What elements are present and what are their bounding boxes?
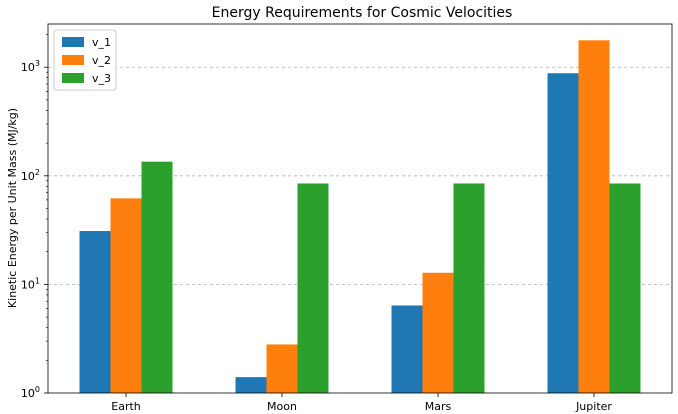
legend: v_1 v_2 v_3 (53, 29, 117, 91)
bar-v_1-moon (235, 377, 267, 393)
bar-v_3-earth (141, 161, 173, 393)
bar-v_1-earth (79, 231, 111, 393)
legend-swatch-v_3 (62, 73, 84, 83)
chart-title: Energy Requirements for Cosmic Velocitie… (212, 5, 513, 21)
bar-v_2-mars (422, 272, 454, 393)
bar-v_1-jupiter (547, 73, 579, 394)
bar-v_3-jupiter (609, 183, 641, 393)
bar-v_3-mars (453, 183, 485, 393)
y-tick-label: 102 (21, 168, 40, 183)
y-tick-label: 101 (21, 276, 40, 291)
bar-v_1-mars (391, 305, 423, 393)
y-tick-label: 103 (21, 59, 40, 74)
bar-v_3-moon (297, 183, 329, 393)
bar-v_2-jupiter (578, 40, 610, 393)
legend-label-v_2: v_2 (92, 54, 111, 67)
legend-swatch-v_1 (62, 37, 84, 47)
legend-swatch-v_2 (62, 55, 84, 65)
y-tick-label: 100 (21, 385, 40, 400)
x-tick-label: Earth (111, 400, 141, 413)
x-tick-label: Jupiter (575, 400, 612, 413)
x-tick-label: Mars (425, 400, 452, 413)
x-tick-label: Moon (267, 400, 297, 413)
bar-v_2-earth (110, 198, 142, 393)
legend-label-v_1: v_1 (92, 36, 111, 49)
y-axis-label: Kinetic Energy per Unit Mass (MJ/kg) (6, 108, 19, 308)
axes: Earth Moon Mars Jupiter 100 101 102 103 (21, 23, 673, 413)
bar-v_2-moon (266, 344, 298, 393)
bars (79, 40, 641, 394)
legend-label-v_3: v_3 (92, 72, 111, 85)
